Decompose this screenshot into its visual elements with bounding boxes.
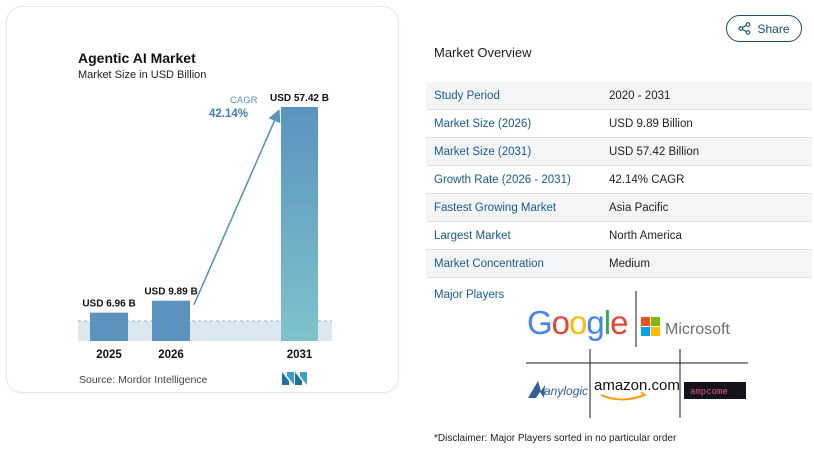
bar-value-label: USD 57.42 B xyxy=(270,93,329,104)
google-logo: Google xyxy=(527,304,628,341)
overview-row: Market Size (2026) USD 9.89 Billion xyxy=(426,110,812,138)
share-button[interactable]: Share xyxy=(726,15,802,42)
bar-chart: USD 6.96 B 2025 USD 9.89 B 2026 USD 57.42 B 2… xyxy=(78,93,332,361)
google-logo-text: G xyxy=(527,304,552,341)
row-label[interactable]: Market Concentration xyxy=(434,257,544,270)
row-label[interactable]: Growth Rate (2026 - 2031) xyxy=(434,173,571,186)
share-label: Share xyxy=(757,21,790,36)
ampcome-logo-text: ampcome xyxy=(690,387,728,397)
overview-row: Growth Rate (2026 - 2031) 42.14% CAGR xyxy=(426,166,812,194)
amazon-logo: amazon.com xyxy=(594,377,680,401)
bar-2026 xyxy=(152,300,190,341)
bar-value-label: USD 6.96 B xyxy=(82,299,135,310)
x-tick-label: 2026 xyxy=(158,349,184,361)
overview-row: Study Period 2020 - 2031 xyxy=(426,82,812,110)
overview-row: Market Concentration Medium xyxy=(426,250,812,278)
amazon-logo-text: amazon.com xyxy=(594,377,680,394)
row-label[interactable]: Largest Market xyxy=(434,229,511,242)
mordor-logo-icon xyxy=(282,372,307,385)
row-value: 2020 - 2031 xyxy=(609,89,671,102)
row-label[interactable]: Market Size (2026) xyxy=(434,117,532,130)
microsoft-logo-text: Microsoft xyxy=(665,321,730,338)
row-label[interactable]: Fastest Growing Market xyxy=(434,201,557,214)
anylogic-logo: anylogic xyxy=(528,381,588,398)
bar-2031 xyxy=(281,107,318,341)
row-value: Medium xyxy=(609,257,650,270)
overview-table: Study Period 2020 - 2031 Market Size (202… xyxy=(426,82,812,278)
baseline-band xyxy=(78,321,332,341)
chart-title: Agentic AI Market xyxy=(78,50,196,66)
cagr-value: 42.14% xyxy=(209,108,248,120)
disclaimer: *Disclaimer: Major Players sorted in no … xyxy=(434,433,677,444)
x-tick-label: 2031 xyxy=(287,349,313,361)
row-value: USD 9.89 Billion xyxy=(609,117,693,130)
row-value: USD 57.42 Billion xyxy=(609,145,700,158)
row-value: 42.14% CAGR xyxy=(609,173,685,186)
major-players-label[interactable]: Major Players xyxy=(434,289,505,301)
overview-row: Market Size (2031) USD 57.42 Billion xyxy=(426,138,812,166)
share-icon xyxy=(738,22,751,35)
anylogic-logo-text: anylogic xyxy=(544,384,588,398)
row-value: North America xyxy=(609,229,682,242)
ampcome-logo: ampcome xyxy=(684,382,746,399)
row-value: Asia Pacific xyxy=(609,201,669,214)
row-label[interactable]: Study Period xyxy=(434,89,500,102)
cagr-arrow xyxy=(193,109,281,306)
cagr-label: CAGR xyxy=(230,95,258,106)
x-tick-label: 2025 xyxy=(96,349,122,361)
bar-value-label: USD 9.89 B xyxy=(144,287,197,298)
microsoft-logo: Microsoft xyxy=(641,317,730,338)
overview-row: Fastest Growing Market Asia Pacific xyxy=(426,194,812,222)
row-label[interactable]: Market Size (2031) xyxy=(434,145,532,158)
overview-row: Largest Market North America xyxy=(426,222,812,250)
chart-subtitle: Market Size in USD Billion xyxy=(78,69,207,81)
overview-title: Market Overview xyxy=(434,45,532,60)
source-note: Source: Mordor Intelligence xyxy=(79,374,208,386)
svg-text:Google: Google xyxy=(527,304,627,341)
bar-2025 xyxy=(90,312,128,341)
